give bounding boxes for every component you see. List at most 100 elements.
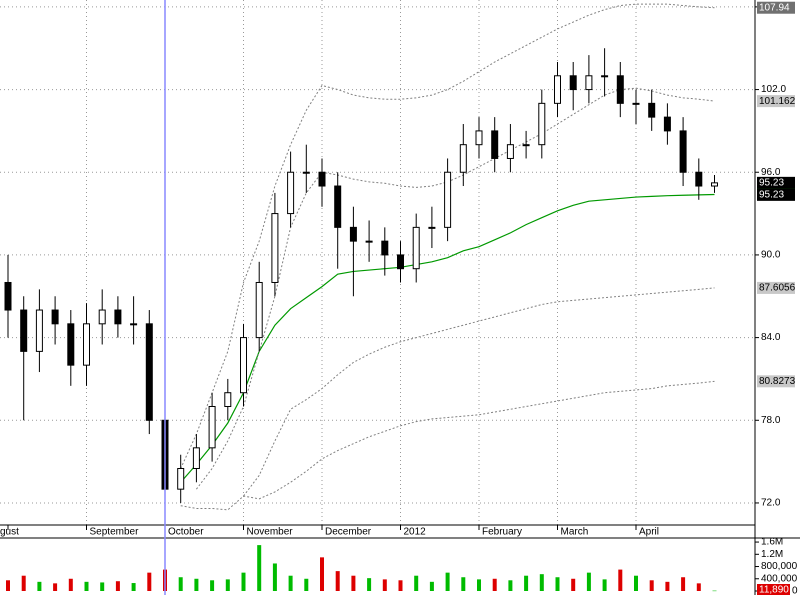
candle-body	[663, 116, 671, 132]
volume-bar	[115, 581, 120, 591]
y-tick-label: 800,000	[761, 561, 798, 572]
candle-body	[381, 240, 389, 256]
candle-body	[428, 226, 436, 229]
y-tick-label: 78.0	[761, 415, 781, 426]
candle-body	[412, 226, 420, 270]
candle-body	[679, 130, 687, 173]
volume-bar	[21, 575, 26, 591]
candle-body	[287, 171, 295, 215]
x-tick-label: 2012	[404, 527, 427, 538]
last-value-box	[757, 176, 795, 189]
overlay-line	[180, 193, 715, 483]
y-tick-label: 0	[792, 586, 798, 595]
candle-body	[538, 102, 546, 146]
last-price-box	[757, 188, 795, 201]
volume-bar	[586, 572, 591, 591]
y-tick-label: 96.0	[761, 167, 781, 178]
candle-body	[192, 447, 200, 470]
y-tick-label: 90.0	[761, 250, 781, 261]
last-value-label: 87.6056	[759, 283, 796, 294]
volume-bar	[681, 577, 686, 591]
volume-bar	[414, 575, 419, 591]
y-tick-label: 102.0	[761, 84, 786, 95]
volume-bar	[6, 580, 10, 591]
overlay-line	[180, 3, 715, 469]
volume-bar	[100, 582, 105, 591]
y-tick-label: 1.2M	[761, 549, 783, 560]
volume-bar	[272, 563, 277, 591]
volume-bar	[618, 569, 623, 591]
volume-bar	[429, 581, 434, 591]
overlay-line	[243, 287, 715, 497]
volume-bar	[68, 578, 73, 591]
candle-body	[632, 102, 640, 105]
overlay-line	[196, 87, 715, 490]
candle-body	[255, 281, 263, 339]
candle-body	[444, 171, 452, 228]
candle-body	[349, 226, 357, 242]
volume-bar	[555, 577, 560, 591]
volume-bar	[225, 579, 230, 591]
candle-body	[271, 213, 279, 283]
volume-bar	[257, 545, 262, 591]
volume-bar	[367, 578, 372, 591]
candle-body	[35, 309, 43, 352]
candle-body	[98, 309, 106, 325]
y-tick-label: 400,000	[761, 573, 798, 584]
candle-body	[20, 309, 28, 352]
last-volume-box	[757, 584, 790, 595]
candle-body	[711, 182, 718, 187]
candle-body	[616, 75, 624, 104]
candle-body	[601, 75, 609, 78]
candle-body	[475, 130, 483, 146]
candle-body	[130, 323, 138, 326]
candle-body	[51, 309, 59, 325]
last-value-box	[757, 375, 795, 388]
candle-body	[648, 102, 656, 118]
volume-bar	[351, 575, 356, 591]
candle-body	[114, 309, 122, 325]
volume-bar	[320, 557, 324, 591]
volume-bar	[477, 579, 481, 591]
candle-body	[522, 144, 530, 147]
candle-body	[67, 323, 75, 366]
last-value-box	[757, 281, 795, 294]
candle-body	[145, 323, 153, 421]
x-tick-label: December	[325, 527, 372, 538]
candle-body	[334, 185, 342, 228]
candle-body	[506, 144, 514, 159]
candle-body	[224, 392, 232, 407]
candle-body	[4, 281, 12, 311]
last-value-label: 107.94	[759, 2, 790, 13]
volume-bar	[210, 580, 215, 591]
last-value-box	[757, 95, 795, 108]
volume-bar	[539, 574, 544, 591]
volume-bar	[461, 577, 466, 591]
volume-bar	[665, 581, 670, 591]
candle-body	[491, 130, 499, 159]
last-volume-label: 11,890	[759, 585, 789, 595]
volume-bar	[571, 578, 576, 591]
x-tick-label: April	[639, 527, 659, 538]
volume-bar	[241, 572, 246, 591]
overlay-line	[180, 380, 715, 511]
volume-bar	[304, 578, 309, 591]
volume-bar	[712, 590, 717, 592]
volume-bar	[649, 580, 654, 591]
volume-bar	[178, 577, 183, 591]
volume-bar	[634, 575, 638, 591]
volume-bar	[508, 580, 513, 591]
volume-bar	[37, 581, 42, 591]
candle-body	[585, 75, 593, 91]
volume-bar	[335, 571, 340, 591]
volume-bar	[602, 579, 607, 591]
y-tick-label: 72.0	[761, 498, 781, 509]
volume-bar	[84, 581, 89, 591]
candle-body	[554, 75, 561, 104]
volume-bar	[194, 578, 199, 591]
volume-bar	[696, 583, 701, 591]
y-tick-label: 1.6M	[761, 537, 783, 548]
last-price-label: 95.23	[759, 189, 784, 200]
candle-body	[83, 323, 90, 366]
